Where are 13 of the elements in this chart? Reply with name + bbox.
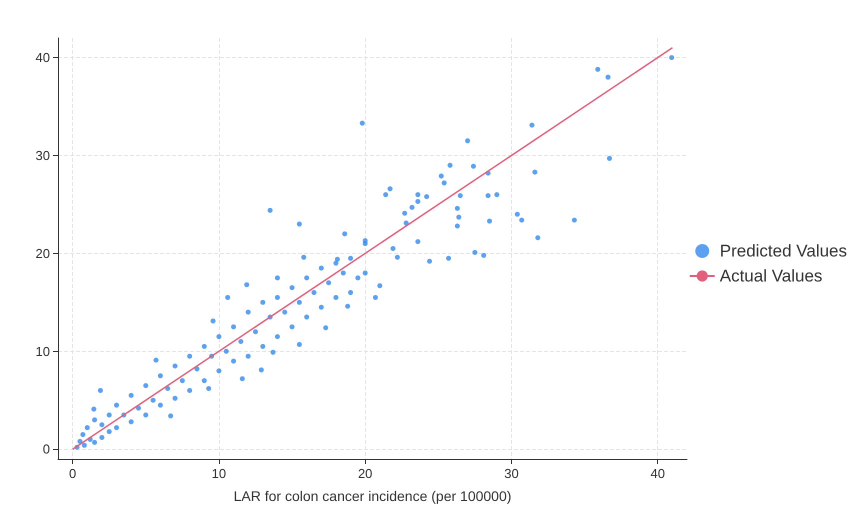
y-tick-label: 30	[36, 148, 50, 163]
x-tick-label: 20	[358, 466, 372, 481]
x-tick-label: 0	[69, 466, 76, 481]
y-tick-label: 0	[42, 442, 50, 457]
y-tick-label: 40	[36, 50, 50, 66]
x-tick-label: 10	[212, 466, 226, 481]
legend-label: Predicted Values	[720, 242, 848, 260]
x-tick-label: 40	[650, 466, 665, 481]
legend-label: Actual Values	[720, 266, 822, 286]
x-tick-label: 30	[504, 466, 519, 481]
y-tick-label: 10	[36, 344, 50, 359]
x-axis-title: LAR for colon cancer incidence (per 100000)	[234, 488, 512, 504]
y-tick-label: 20	[36, 246, 50, 261]
